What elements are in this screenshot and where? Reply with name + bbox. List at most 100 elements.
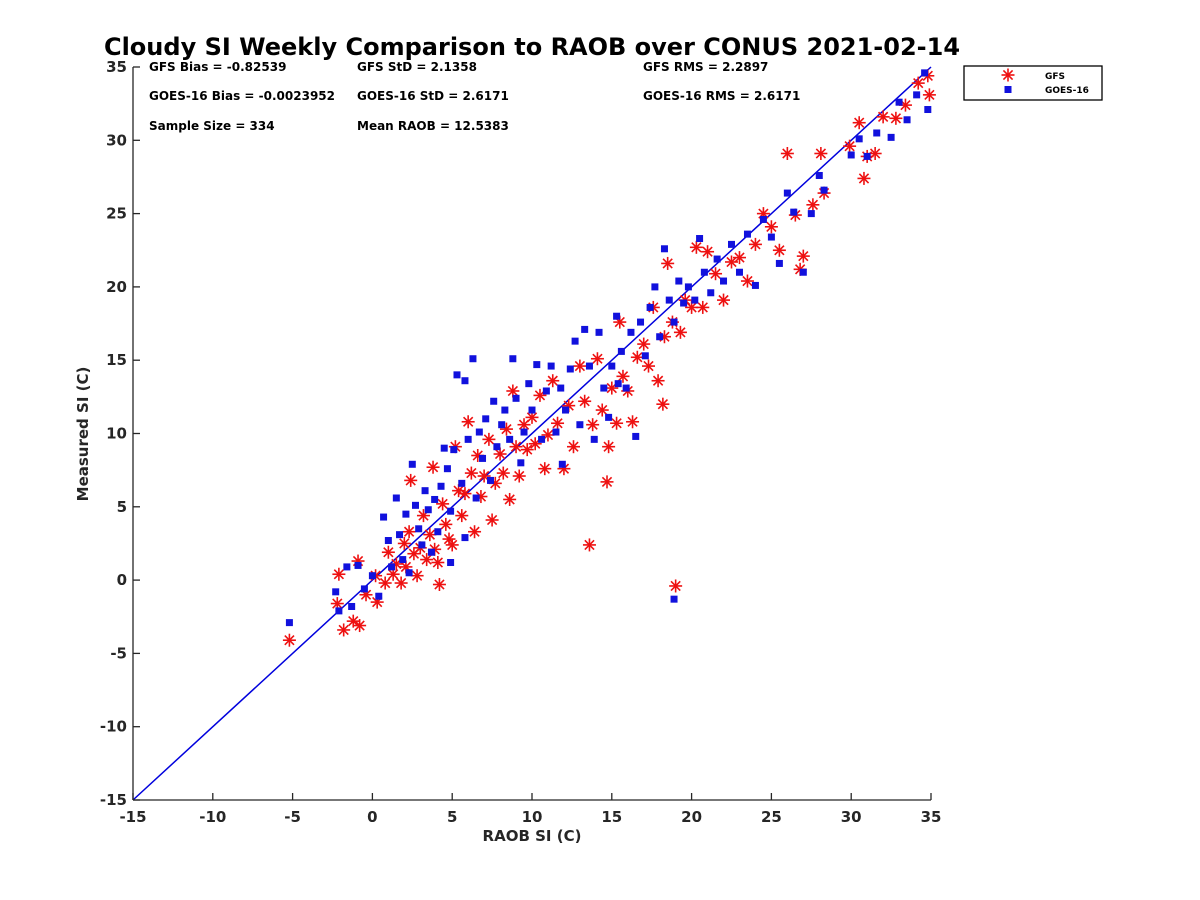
x-tick-label: -10	[199, 808, 226, 826]
goes16-point	[571, 337, 579, 345]
goes16-point	[375, 592, 383, 600]
goes16-point	[566, 365, 574, 373]
gfs-point	[696, 300, 710, 314]
goes16-point	[461, 534, 469, 542]
gfs-point	[420, 553, 434, 567]
goes16-point	[767, 233, 775, 241]
goes16-point	[384, 537, 392, 545]
gfs-point	[740, 274, 754, 288]
goes16-point	[576, 421, 584, 429]
x-tick-label: 25	[761, 808, 782, 826]
gfs-point	[717, 293, 731, 307]
goes16-point	[528, 406, 536, 414]
stat-mean-raob: Mean RAOB = 12.5383	[357, 119, 509, 133]
legend-goes16-square-icon	[1004, 86, 1012, 93]
y-ticks: 35 30 25 20 15 10 5 0 -5 -10 -15	[100, 58, 140, 809]
gfs-point	[503, 492, 517, 506]
goes16-point	[641, 352, 649, 360]
x-tick-label: 35	[921, 808, 942, 826]
gfs-point	[461, 415, 475, 429]
goes16-point	[447, 507, 455, 515]
gfs-point	[436, 497, 450, 511]
gfs-point	[772, 243, 786, 257]
gfs-point	[673, 325, 687, 339]
gfs-point	[586, 418, 600, 432]
gfs-point	[725, 255, 738, 269]
gfs-point	[780, 146, 794, 160]
gfs-point	[656, 397, 670, 411]
goes16-point	[847, 151, 855, 159]
goes16-point	[903, 116, 911, 124]
gfs-point	[748, 237, 762, 251]
goes16-point	[558, 460, 566, 468]
chart-title: Cloudy SI Weekly Comparison to RAOB over…	[104, 33, 960, 61]
goes16-point	[427, 548, 435, 556]
goes16-point	[552, 428, 560, 436]
gfs-point	[439, 517, 453, 531]
goes16-point	[509, 355, 517, 363]
gfs-point	[445, 538, 459, 552]
y-tick-label: 5	[117, 498, 127, 516]
y-tick-label: 10	[106, 425, 127, 443]
gfs-point	[485, 513, 499, 527]
goes16-point	[632, 432, 640, 440]
goes16-point	[411, 501, 419, 509]
goes16-point	[680, 299, 688, 307]
goes16-point	[464, 435, 472, 443]
gfs-point	[630, 350, 644, 364]
gfs-point	[600, 475, 614, 489]
y-tick-label: -5	[110, 644, 127, 662]
gfs-point	[394, 576, 408, 590]
gfs-point	[337, 623, 351, 637]
goes16-point	[728, 240, 735, 248]
goes16-point	[392, 494, 400, 502]
goes16-point	[538, 435, 546, 443]
goes16-point	[670, 595, 678, 603]
goes16-point	[691, 296, 699, 304]
goes16-point	[482, 415, 490, 423]
legend-gfs-marker-shape	[1001, 68, 1015, 82]
gfs-point	[482, 432, 496, 446]
gfs-point	[546, 374, 560, 388]
x-tick-label: 10	[522, 808, 543, 826]
goes16-point	[368, 572, 376, 580]
gfs-point	[566, 440, 580, 454]
goes16-point	[517, 459, 525, 467]
gfs-point	[509, 440, 523, 454]
gfs-point	[464, 466, 478, 480]
goes16-point	[388, 563, 396, 571]
goes16-point	[735, 268, 743, 276]
goes16-point	[707, 289, 715, 297]
gfs-point	[520, 443, 534, 457]
goes16-point	[622, 384, 630, 392]
gfs-point	[806, 198, 820, 212]
gfs-point	[868, 146, 882, 160]
goes16-point	[562, 406, 570, 414]
gfs-point	[605, 381, 619, 395]
goes16-point	[335, 607, 343, 615]
gfs-point	[582, 538, 596, 552]
goes16-point	[743, 230, 751, 238]
x-tick-label: 20	[681, 808, 702, 826]
goes16-point	[437, 482, 445, 490]
gfs-point	[455, 509, 469, 523]
goes16-point	[343, 563, 351, 571]
goes16-point	[646, 303, 654, 311]
goes16-point	[506, 435, 514, 443]
goes16-point	[525, 380, 533, 388]
goes16-point	[380, 513, 388, 521]
goes16-point	[418, 541, 426, 549]
gfs-point	[426, 460, 440, 474]
gfs-point	[538, 462, 552, 476]
series-goes16-points	[285, 69, 932, 627]
goes16-point	[720, 277, 728, 285]
goes16-point	[670, 318, 678, 326]
goes16-point	[285, 619, 293, 627]
goes16-point	[696, 235, 704, 243]
goes16-point	[921, 69, 929, 77]
goes16-point	[863, 152, 871, 160]
gfs-point	[551, 416, 565, 430]
x-tick-label: 30	[841, 808, 862, 826]
goes16-point	[855, 135, 863, 143]
